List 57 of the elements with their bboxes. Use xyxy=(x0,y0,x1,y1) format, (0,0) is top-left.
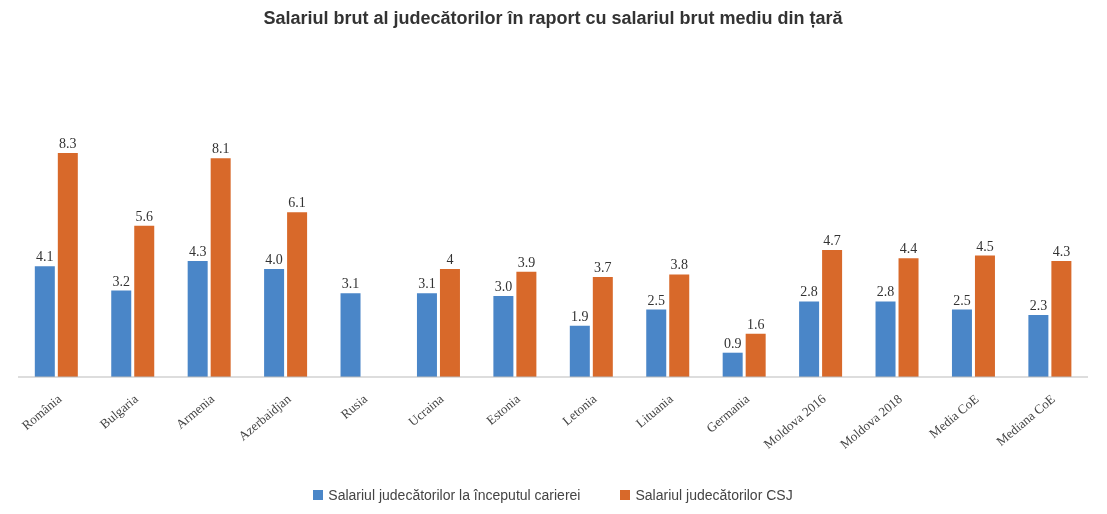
bar xyxy=(340,293,361,377)
bar xyxy=(1028,314,1049,377)
bar xyxy=(822,250,843,377)
data-label: 3.2 xyxy=(112,273,130,289)
bar xyxy=(210,158,231,377)
bar xyxy=(1051,260,1072,377)
bar xyxy=(569,325,590,377)
data-label: 3.1 xyxy=(341,276,360,292)
legend-label: Salariul judecătorilor CSJ xyxy=(634,487,793,503)
data-label: 2.3 xyxy=(1029,297,1048,313)
bar xyxy=(592,277,613,377)
data-label: 3.9 xyxy=(517,254,536,270)
data-label: 2.5 xyxy=(953,292,971,308)
bar xyxy=(439,269,460,377)
data-label: 3.7 xyxy=(594,260,612,276)
data-label: 5.6 xyxy=(135,208,153,224)
bar xyxy=(187,260,208,377)
data-label: 1.6 xyxy=(746,316,765,332)
bar xyxy=(799,301,820,377)
data-label: 8.3 xyxy=(59,135,77,151)
bar xyxy=(646,309,667,377)
bar xyxy=(745,333,766,377)
bar xyxy=(951,309,972,377)
data-label: 4.7 xyxy=(823,233,841,249)
bar xyxy=(34,266,55,377)
data-label: 2.8 xyxy=(800,284,818,300)
data-label: 4.5 xyxy=(976,238,994,254)
data-label: 4.3 xyxy=(1052,243,1071,259)
bar xyxy=(669,274,690,377)
data-label: 3.1 xyxy=(418,276,436,292)
bar xyxy=(974,255,995,377)
data-label: 8.1 xyxy=(211,141,230,157)
bar xyxy=(264,269,285,377)
bar xyxy=(287,212,308,377)
bar xyxy=(111,290,132,377)
bar xyxy=(57,152,78,377)
data-label: 4 xyxy=(446,252,454,267)
data-label: 3.8 xyxy=(670,257,688,273)
bar xyxy=(134,225,155,377)
data-label: 0.9 xyxy=(723,335,742,351)
data-label: 4.0 xyxy=(265,252,283,267)
data-label: 4.3 xyxy=(188,243,207,259)
data-label: 2.8 xyxy=(876,284,895,300)
data-label: 3.0 xyxy=(494,279,513,294)
bar xyxy=(875,301,896,377)
data-label: 4.4 xyxy=(899,241,918,257)
bar xyxy=(722,352,743,377)
bar xyxy=(898,258,919,377)
data-label: 4.1 xyxy=(36,249,54,265)
data-label: 1.9 xyxy=(571,308,589,324)
data-label: 6.1 xyxy=(288,195,306,211)
data-label: 2.5 xyxy=(647,292,665,308)
bar xyxy=(416,293,437,377)
chart-title: Salariul brut al judecătorilor în raport cu salariul brut mediu din țară xyxy=(262,8,844,29)
legend-label: Salariul judecătorilor la începutul carierei xyxy=(327,487,581,503)
bar xyxy=(516,271,537,377)
bar xyxy=(493,296,514,377)
